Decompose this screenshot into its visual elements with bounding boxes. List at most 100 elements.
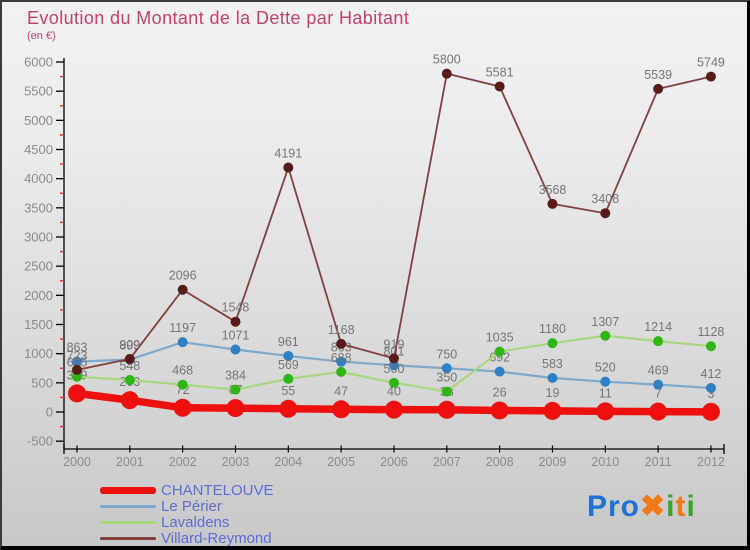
logo-segment: Pro: [587, 490, 641, 523]
x-tick-label: 2004: [274, 455, 302, 469]
series-dot-CHANTELOUVE: [332, 400, 351, 419]
y-tick-label: 6000: [24, 55, 53, 70]
series-dot-Le-Périer: [72, 356, 82, 367]
value-label: 1197: [169, 321, 196, 335]
value-label: 5539: [644, 68, 672, 82]
series-dot-Villard-Reymond: [124, 353, 135, 364]
logo-segment: ✖: [640, 490, 667, 523]
value-label: 5581: [486, 65, 514, 79]
value-label: 3568: [539, 183, 567, 197]
value-label: 1548: [222, 301, 250, 315]
y-tick-label: 0: [46, 405, 53, 420]
value-label: 500: [384, 362, 405, 376]
x-tick-label: 2009: [539, 455, 567, 469]
y-tick-label: 2000: [24, 288, 53, 303]
series-dot-CHANTELOUVE: [226, 399, 245, 418]
series-dot-Villard-Reymond: [388, 353, 399, 364]
value-label: 412: [701, 367, 722, 381]
series-dot-CHANTELOUVE: [437, 400, 456, 419]
x-tick-label: 2000: [63, 455, 91, 469]
series-dot-Le-Périer: [494, 366, 505, 377]
value-label: 5749: [697, 56, 725, 70]
legend-label: Le Périer: [161, 498, 222, 515]
series-dot-Lavaldens: [600, 330, 611, 341]
series-dot-Lavaldens: [72, 371, 82, 382]
series-dot-CHANTELOUVE: [596, 402, 615, 421]
value-label: 4191: [274, 147, 302, 161]
legend-swatch: [100, 505, 156, 508]
value-label: 5800: [433, 53, 461, 67]
y-tick-label: 5000: [24, 113, 53, 128]
series-dot-CHANTELOUVE: [279, 399, 298, 418]
series-dot-Villard-Reymond: [547, 198, 558, 209]
series-dot-Villard-Reymond: [177, 284, 188, 295]
series-dot-Villard-Reymond: [230, 316, 241, 327]
legend-swatch: [100, 537, 156, 540]
series-dot-CHANTELOUVE: [384, 400, 403, 419]
legend-item-Villard-Reymond: Villard-Reymond: [100, 531, 274, 546]
y-tick-label: 500: [31, 375, 53, 390]
value-label: 688: [331, 351, 352, 365]
series-dot-CHANTELOUVE: [701, 402, 720, 421]
series-dot-CHANTELOUVE: [173, 398, 192, 417]
series-dot-Lavaldens: [124, 375, 135, 386]
value-label: 961: [278, 335, 299, 349]
value-label: 1071: [222, 329, 250, 343]
value-label: 350: [436, 371, 457, 385]
y-tick-label: 3000: [24, 230, 53, 245]
value-label: 1035: [486, 331, 514, 345]
y-tick-label: 1000: [24, 346, 53, 361]
value-label: 548: [119, 359, 140, 373]
x-tick-label: 2001: [116, 455, 144, 469]
series-dot-Le-Périer: [441, 363, 452, 374]
logo-segment: i: [686, 490, 696, 523]
value-label: 26: [493, 385, 507, 399]
y-tick-label: 3500: [24, 200, 53, 215]
series-dot-Villard-Reymond: [705, 71, 716, 82]
value-label: 605: [67, 356, 88, 370]
series-dot-CHANTELOUVE: [68, 384, 86, 403]
logo-segment: t: [675, 490, 687, 523]
value-label: 468: [172, 364, 193, 378]
series-dot-Lavaldens: [653, 336, 664, 347]
legend-item-Lavaldens: Lavaldens: [100, 515, 274, 530]
series-dot-Lavaldens: [230, 384, 241, 395]
value-label: 919: [384, 337, 405, 351]
value-label: 583: [542, 357, 563, 371]
x-tick-label: 2002: [169, 455, 197, 469]
legend-label: Villard-Reymond: [161, 530, 272, 547]
series-dot-Le-Périer: [388, 360, 399, 371]
series-dot-Lavaldens: [336, 366, 347, 377]
value-label: 3408: [591, 192, 619, 206]
x-tick-label: 2010: [591, 455, 619, 469]
series-dot-Le-Périer: [177, 337, 188, 348]
legend-label: Lavaldens: [161, 514, 230, 531]
value-label: 3: [707, 387, 714, 401]
series-dot-Le-Périer: [653, 379, 664, 390]
y-tick-label: 2500: [24, 259, 53, 274]
series-dot-Le-Périer: [705, 382, 716, 393]
series-dot-Villard-Reymond: [494, 81, 505, 92]
value-label: 1180: [539, 322, 566, 336]
value-label: 469: [648, 364, 669, 378]
series-dot-Villard-Reymond: [441, 68, 452, 79]
x-tick-label: 2005: [327, 455, 355, 469]
value-label: 55: [281, 384, 295, 398]
series-dot-Villard-Reymond: [336, 338, 347, 349]
y-tick-label: 1500: [24, 317, 53, 332]
value-label: 40: [387, 385, 401, 399]
y-tick-label: -500: [27, 434, 53, 449]
legend-swatch: [100, 521, 156, 524]
series-dot-Le-Périer: [336, 356, 347, 367]
x-tick-label: 2012: [697, 455, 725, 469]
x-tick-label: 2003: [222, 455, 250, 469]
value-label: 909: [119, 338, 140, 352]
series-dot-Villard-Reymond: [600, 208, 611, 219]
series-dot-Le-Périer: [547, 372, 558, 383]
value-label: 723: [67, 349, 88, 363]
x-tick-label: 2011: [645, 455, 672, 469]
value-label: 569: [278, 358, 299, 372]
legend-item-CHANTELOUVE: CHANTELOUVE: [100, 483, 274, 498]
x-tick-label: 2008: [486, 455, 514, 469]
